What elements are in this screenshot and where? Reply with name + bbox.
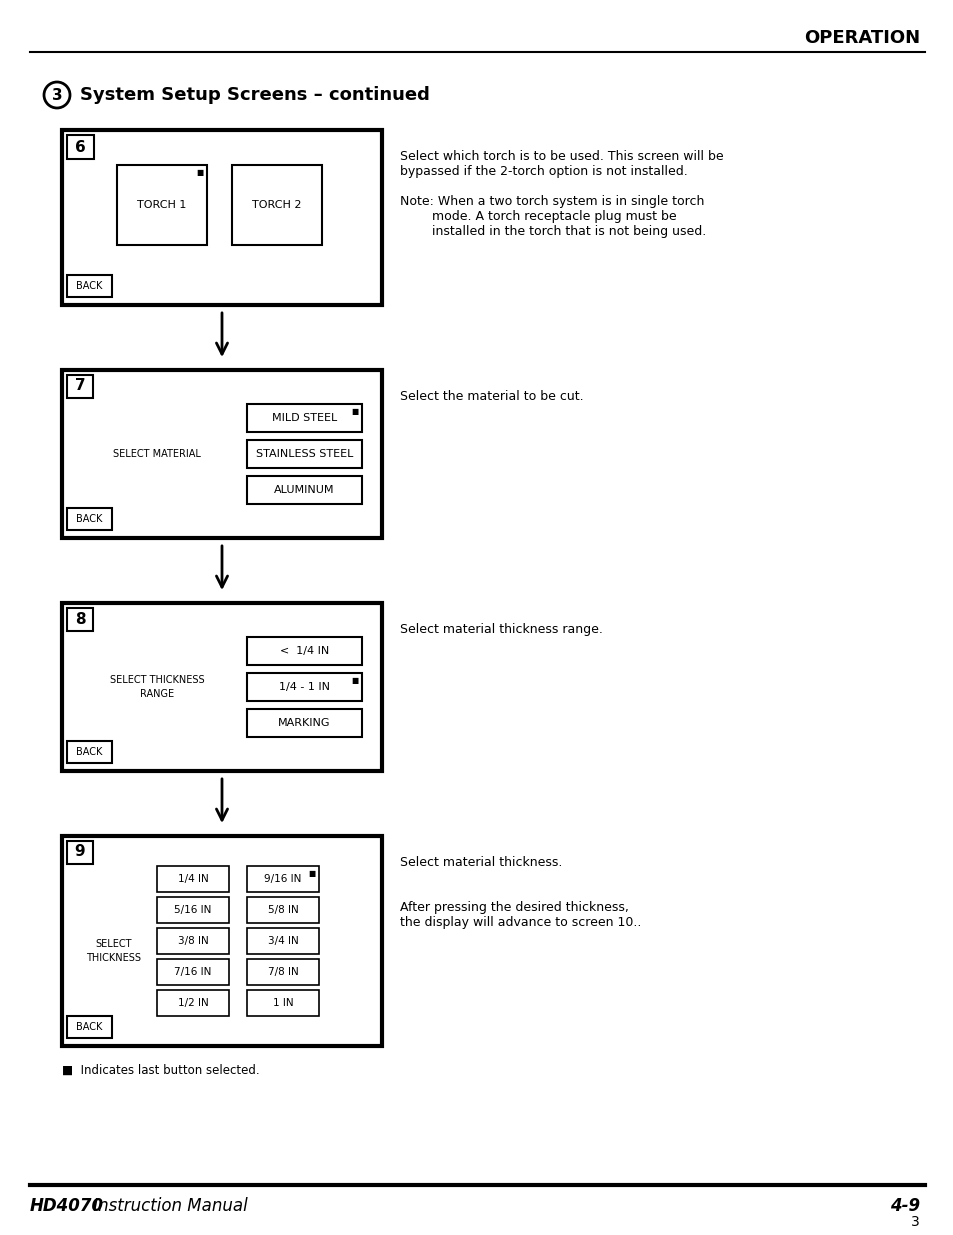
Text: ALUMINUM: ALUMINUM [274,485,335,495]
Bar [67,275,112,296]
Bar [247,673,361,701]
Bar [247,404,361,432]
Text: 7: 7 [74,378,85,394]
Bar [247,637,361,664]
Text: SELECT
THICKNESS: SELECT THICKNESS [87,939,141,963]
Bar [247,475,361,504]
Text: Select material thickness range.: Select material thickness range. [399,622,602,636]
Text: 4-9: 4-9 [889,1197,919,1215]
Bar [67,608,92,631]
Text: 1/4 IN: 1/4 IN [177,874,208,884]
Text: TORCH 2: TORCH 2 [252,200,301,210]
Text: 3/4 IN: 3/4 IN [268,936,298,946]
Text: 9: 9 [74,845,85,860]
Text: 3: 3 [51,88,62,103]
Text: BACK: BACK [75,747,102,757]
Text: 5/8 IN: 5/8 IN [268,905,298,915]
Text: After pressing the desired thickness,: After pressing the desired thickness, [399,902,628,914]
Bar [62,370,381,538]
Text: the display will advance to screen 10..: the display will advance to screen 10.. [399,916,640,929]
Text: 1 IN: 1 IN [273,998,293,1008]
Bar [67,1016,112,1037]
Text: ■: ■ [309,869,315,878]
Bar [247,866,318,892]
Text: Select the material to be cut.: Select the material to be cut. [399,390,583,403]
Text: MARKING: MARKING [278,718,331,727]
Text: SELECT MATERIAL: SELECT MATERIAL [113,450,201,459]
Text: MILD STEEL: MILD STEEL [272,412,336,424]
Text: <  1/4 IN: < 1/4 IN [279,646,329,656]
Text: ■  Indicates last button selected.: ■ Indicates last button selected. [62,1065,259,1077]
Bar [67,841,92,864]
Text: 8: 8 [74,611,85,626]
Bar [62,130,381,305]
Bar [247,960,318,986]
Text: 9/16 IN: 9/16 IN [264,874,301,884]
Text: 3: 3 [910,1215,919,1229]
Text: BACK: BACK [75,282,102,291]
Text: ■: ■ [352,408,358,416]
Text: mode. A torch receptacle plug must be: mode. A torch receptacle plug must be [399,210,676,224]
Text: ■: ■ [352,676,358,685]
Bar [117,165,207,245]
Bar [247,927,318,953]
Text: TORCH 1: TORCH 1 [137,200,187,210]
Bar [62,836,381,1046]
Bar [157,897,229,923]
Bar [247,897,318,923]
Bar [62,603,381,771]
Bar [67,741,112,763]
Text: OPERATION: OPERATION [803,28,919,47]
Text: 1/4 - 1 IN: 1/4 - 1 IN [278,682,330,692]
Text: installed in the torch that is not being used.: installed in the torch that is not being… [399,225,705,238]
Text: 5/16 IN: 5/16 IN [174,905,212,915]
Text: Note: When a two torch system is in single torch: Note: When a two torch system is in sing… [399,195,703,207]
Bar [67,135,94,159]
Text: SELECT THICKNESS
RANGE: SELECT THICKNESS RANGE [110,674,204,699]
Text: 6: 6 [74,140,85,154]
Text: STAINLESS STEEL: STAINLESS STEEL [255,450,353,459]
Text: 7/16 IN: 7/16 IN [174,967,212,977]
Text: System Setup Screens – continued: System Setup Screens – continued [80,86,430,104]
Text: bypassed if the 2-torch option is not installed.: bypassed if the 2-torch option is not in… [399,165,687,178]
Text: 7/8 IN: 7/8 IN [268,967,298,977]
Text: Select material thickness.: Select material thickness. [399,856,561,869]
Bar [67,508,112,530]
Bar [232,165,322,245]
Bar [157,866,229,892]
Bar [157,927,229,953]
Bar [157,990,229,1016]
Bar [67,375,92,398]
Text: Instruction Manual: Instruction Manual [88,1197,248,1215]
Bar [247,990,318,1016]
Text: 3/8 IN: 3/8 IN [177,936,208,946]
Text: BACK: BACK [75,1023,102,1032]
Text: Select which torch is to be used. This screen will be: Select which torch is to be used. This s… [399,149,723,163]
Text: HD4070: HD4070 [30,1197,104,1215]
Text: ■: ■ [196,168,204,177]
Text: 1/2 IN: 1/2 IN [177,998,208,1008]
Bar [157,960,229,986]
Bar [247,709,361,737]
Bar [247,440,361,468]
Text: BACK: BACK [75,514,102,524]
